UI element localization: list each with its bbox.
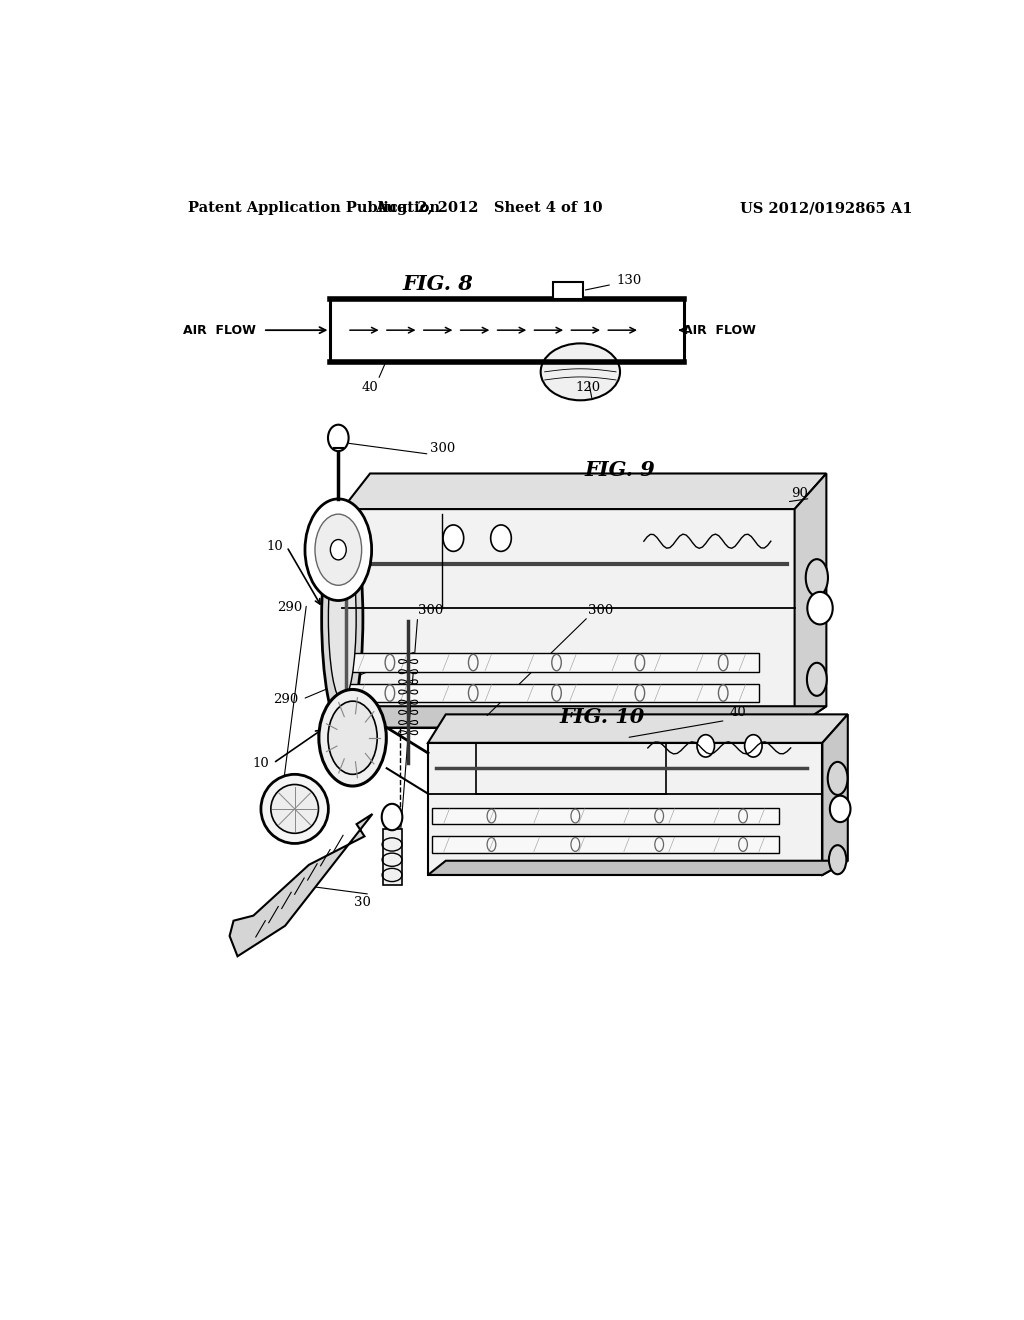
Text: 300: 300 bbox=[430, 442, 455, 454]
Circle shape bbox=[697, 735, 715, 758]
Polygon shape bbox=[342, 474, 826, 510]
Ellipse shape bbox=[806, 560, 828, 597]
Circle shape bbox=[443, 525, 464, 552]
Ellipse shape bbox=[827, 762, 848, 795]
Ellipse shape bbox=[315, 515, 361, 585]
Text: FIG. 9: FIG. 9 bbox=[585, 461, 655, 480]
Text: 130: 130 bbox=[616, 273, 641, 286]
Text: 40: 40 bbox=[729, 706, 746, 719]
Text: 290: 290 bbox=[273, 693, 299, 706]
Polygon shape bbox=[342, 510, 795, 727]
Ellipse shape bbox=[541, 343, 620, 400]
Ellipse shape bbox=[807, 663, 826, 696]
Circle shape bbox=[829, 796, 851, 822]
Circle shape bbox=[382, 804, 402, 830]
Ellipse shape bbox=[261, 775, 329, 843]
Polygon shape bbox=[795, 474, 826, 727]
Bar bbox=[553, 282, 583, 298]
Ellipse shape bbox=[271, 784, 318, 833]
Text: US 2012/0192865 A1: US 2012/0192865 A1 bbox=[740, 201, 912, 215]
Polygon shape bbox=[428, 861, 848, 875]
Polygon shape bbox=[428, 743, 822, 875]
Ellipse shape bbox=[328, 701, 377, 775]
Bar bbox=[346, 653, 759, 672]
Bar bbox=[432, 837, 779, 853]
Text: 30: 30 bbox=[353, 896, 371, 909]
Ellipse shape bbox=[322, 510, 362, 727]
Ellipse shape bbox=[329, 536, 356, 701]
Circle shape bbox=[807, 591, 833, 624]
Text: 120: 120 bbox=[575, 380, 601, 393]
Text: 10: 10 bbox=[253, 756, 269, 770]
Text: FIG. 8: FIG. 8 bbox=[402, 275, 473, 294]
Text: FIG. 10: FIG. 10 bbox=[560, 708, 645, 727]
Bar bbox=[432, 808, 779, 824]
Bar bbox=[346, 684, 759, 702]
Text: 40: 40 bbox=[361, 380, 379, 393]
Bar bbox=[383, 829, 401, 886]
Ellipse shape bbox=[318, 689, 386, 785]
Text: AIR  FLOW: AIR FLOW bbox=[183, 323, 256, 337]
Polygon shape bbox=[822, 714, 848, 875]
Text: 290: 290 bbox=[278, 601, 303, 614]
Ellipse shape bbox=[828, 845, 847, 874]
Text: 300: 300 bbox=[588, 605, 613, 618]
Polygon shape bbox=[229, 814, 373, 956]
Text: 300: 300 bbox=[418, 605, 443, 618]
Circle shape bbox=[490, 525, 511, 552]
Text: Aug. 2, 2012   Sheet 4 of 10: Aug. 2, 2012 Sheet 4 of 10 bbox=[376, 201, 603, 215]
Circle shape bbox=[331, 540, 346, 560]
Ellipse shape bbox=[305, 499, 372, 601]
Text: 90: 90 bbox=[791, 487, 808, 500]
Text: 10: 10 bbox=[266, 540, 283, 553]
Text: Patent Application Publication: Patent Application Publication bbox=[187, 201, 439, 215]
Polygon shape bbox=[428, 714, 848, 743]
Circle shape bbox=[328, 425, 348, 451]
Polygon shape bbox=[342, 706, 826, 727]
Circle shape bbox=[744, 735, 762, 758]
Bar bbox=[331, 298, 684, 362]
Text: AIR  FLOW: AIR FLOW bbox=[683, 323, 756, 337]
